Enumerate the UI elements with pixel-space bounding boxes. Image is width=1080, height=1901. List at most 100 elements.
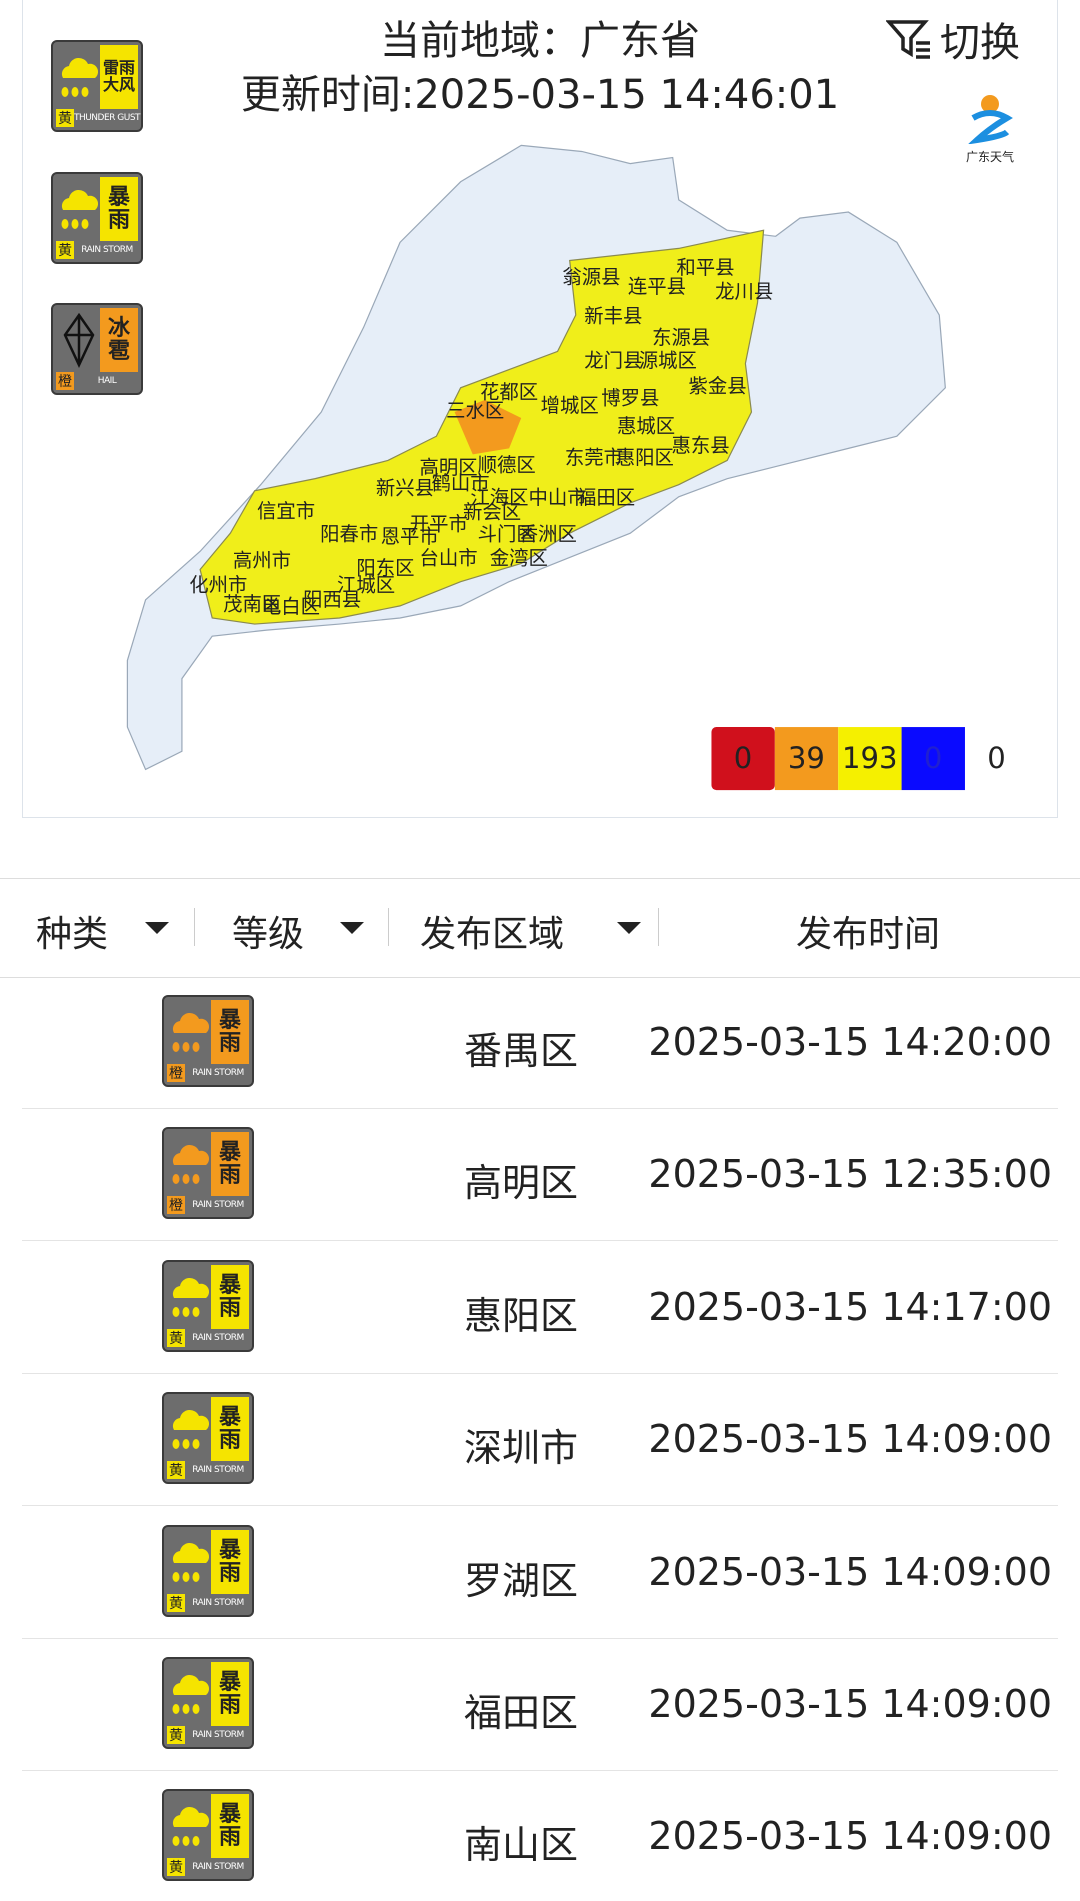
map-label: 开平市 xyxy=(410,513,468,536)
row-divider xyxy=(22,1372,1058,1374)
icon-title: 暴雨 xyxy=(218,1537,241,1586)
map-label: 三水区 xyxy=(446,399,504,422)
column-divider xyxy=(194,908,195,946)
map-label: 金湾区 xyxy=(490,547,548,570)
icon-english: RAIN STORM xyxy=(81,245,133,255)
icon-level: 黄 xyxy=(56,109,74,127)
drop xyxy=(192,1174,200,1185)
icon-title: 暴雨 xyxy=(218,1140,241,1189)
icon-title-panel: 暴雨 xyxy=(211,1000,249,1064)
map-label: 连平县 xyxy=(628,275,686,298)
map-label: 惠阳区 xyxy=(616,446,674,469)
icon-english: THUNDER GUST xyxy=(73,113,141,123)
drop xyxy=(172,1704,180,1714)
count-cell xyxy=(838,727,902,791)
warning-icon: 雷雨大风黄 THUNDER GUST xyxy=(51,40,143,132)
warning-icon: 冰雹橙 HAIL xyxy=(51,303,143,395)
column-divider xyxy=(388,908,389,946)
arrow xyxy=(617,922,641,934)
map-label: 福田区 xyxy=(577,486,635,509)
icon-symbol xyxy=(172,1012,210,1052)
icon-english: RAIN STORM xyxy=(192,1730,244,1740)
map-label: 东莞市 xyxy=(565,446,623,469)
map-panel xyxy=(22,0,1058,818)
map-label: 电白区 xyxy=(262,595,320,618)
drop xyxy=(71,87,79,97)
drop xyxy=(192,1439,200,1450)
icon-level: 黄 xyxy=(167,1593,185,1612)
drop xyxy=(182,1042,190,1052)
drop xyxy=(182,1704,190,1714)
icon-level: 橙 xyxy=(167,1064,185,1082)
count-cell xyxy=(901,727,965,791)
switch-label: 切换 xyxy=(940,20,1020,66)
icon-english: HAIL xyxy=(97,376,117,386)
icon-title-panel: 暴雨 xyxy=(211,1662,249,1726)
hail-symbol xyxy=(63,312,95,368)
drop xyxy=(182,1174,190,1185)
icon-symbol xyxy=(61,189,99,229)
column-header: 发布区域 xyxy=(420,914,565,955)
icon-symbol xyxy=(172,1145,210,1185)
icon-symbol xyxy=(172,1277,210,1317)
icon-symbol xyxy=(61,57,99,97)
issue-time: 2025-03-15 14:09:00 xyxy=(648,1417,1052,1462)
column-header: 发布时间 xyxy=(795,914,941,955)
drop xyxy=(172,1042,180,1052)
drop xyxy=(61,219,69,229)
icon-symbol xyxy=(172,1674,210,1714)
arrow xyxy=(145,922,169,934)
column-header: 种类 xyxy=(36,914,109,955)
icon-title: 暴雨 xyxy=(218,1669,241,1718)
icon-english: RAIN STORM xyxy=(192,1332,244,1343)
icon-title-panel: 暴雨 xyxy=(211,1397,249,1462)
logo: 广东天气 xyxy=(960,88,1020,165)
sort-arrow xyxy=(617,922,641,934)
logo-text: 广东天气 xyxy=(965,150,1014,164)
map-label: 东源县 xyxy=(652,326,710,349)
drop xyxy=(182,1836,190,1847)
drop xyxy=(192,1306,200,1317)
cloud xyxy=(61,189,99,210)
cloud xyxy=(172,1145,210,1166)
map-label: 台山市 xyxy=(419,547,477,570)
update-time: 更新时间:2025-03-15 14:46:01 xyxy=(240,72,840,118)
icon-level: 橙 xyxy=(56,372,74,390)
switch-button[interactable]: 切换 xyxy=(886,10,1020,68)
icon-level: 黄 xyxy=(167,1328,185,1347)
icon-english: RAIN STORM xyxy=(192,1862,244,1873)
drop xyxy=(172,1571,180,1582)
cloud xyxy=(172,1807,210,1828)
icon-title-panel: 暴雨 xyxy=(100,177,138,241)
icon-title: 暴雨 xyxy=(218,1802,241,1851)
row-divider xyxy=(22,1770,1058,1771)
map-label: 龙川县 xyxy=(715,280,773,303)
area: 番禺区 xyxy=(464,1029,579,1073)
column-header: 等级 xyxy=(232,914,305,955)
icon-title: 雷雨大风 xyxy=(102,58,135,94)
drop xyxy=(182,1439,190,1450)
icon-english: RAIN STORM xyxy=(192,1465,244,1476)
icon-english: RAIN STORM xyxy=(192,1597,244,1608)
map-label: 高明区 xyxy=(419,456,477,479)
count-cell xyxy=(711,727,775,791)
drop xyxy=(182,1571,190,1582)
issue-time: 2025-03-15 14:09:00 xyxy=(648,1814,1052,1859)
sort-arrow xyxy=(340,922,364,934)
cloud xyxy=(61,57,99,78)
drop xyxy=(182,1306,190,1317)
map-label: 新兴县 xyxy=(376,476,434,499)
drop xyxy=(192,1042,200,1052)
cloud xyxy=(172,1277,210,1298)
warning-icon: 暴雨橙 RAIN STORM xyxy=(162,1127,254,1220)
count-label: 0 xyxy=(734,741,753,775)
area: 福田区 xyxy=(464,1691,579,1735)
icon-level: 黄 xyxy=(167,1461,185,1480)
icon-title-panel: 暴雨 xyxy=(211,1794,249,1859)
count-label: 0 xyxy=(987,741,1006,775)
icon-level: 黄 xyxy=(167,1726,185,1744)
icon-symbol xyxy=(172,1410,210,1450)
issue-time: 2025-03-15 12:35:00 xyxy=(648,1152,1052,1197)
logo-mark xyxy=(967,95,1013,145)
area: 深圳市 xyxy=(464,1426,579,1471)
